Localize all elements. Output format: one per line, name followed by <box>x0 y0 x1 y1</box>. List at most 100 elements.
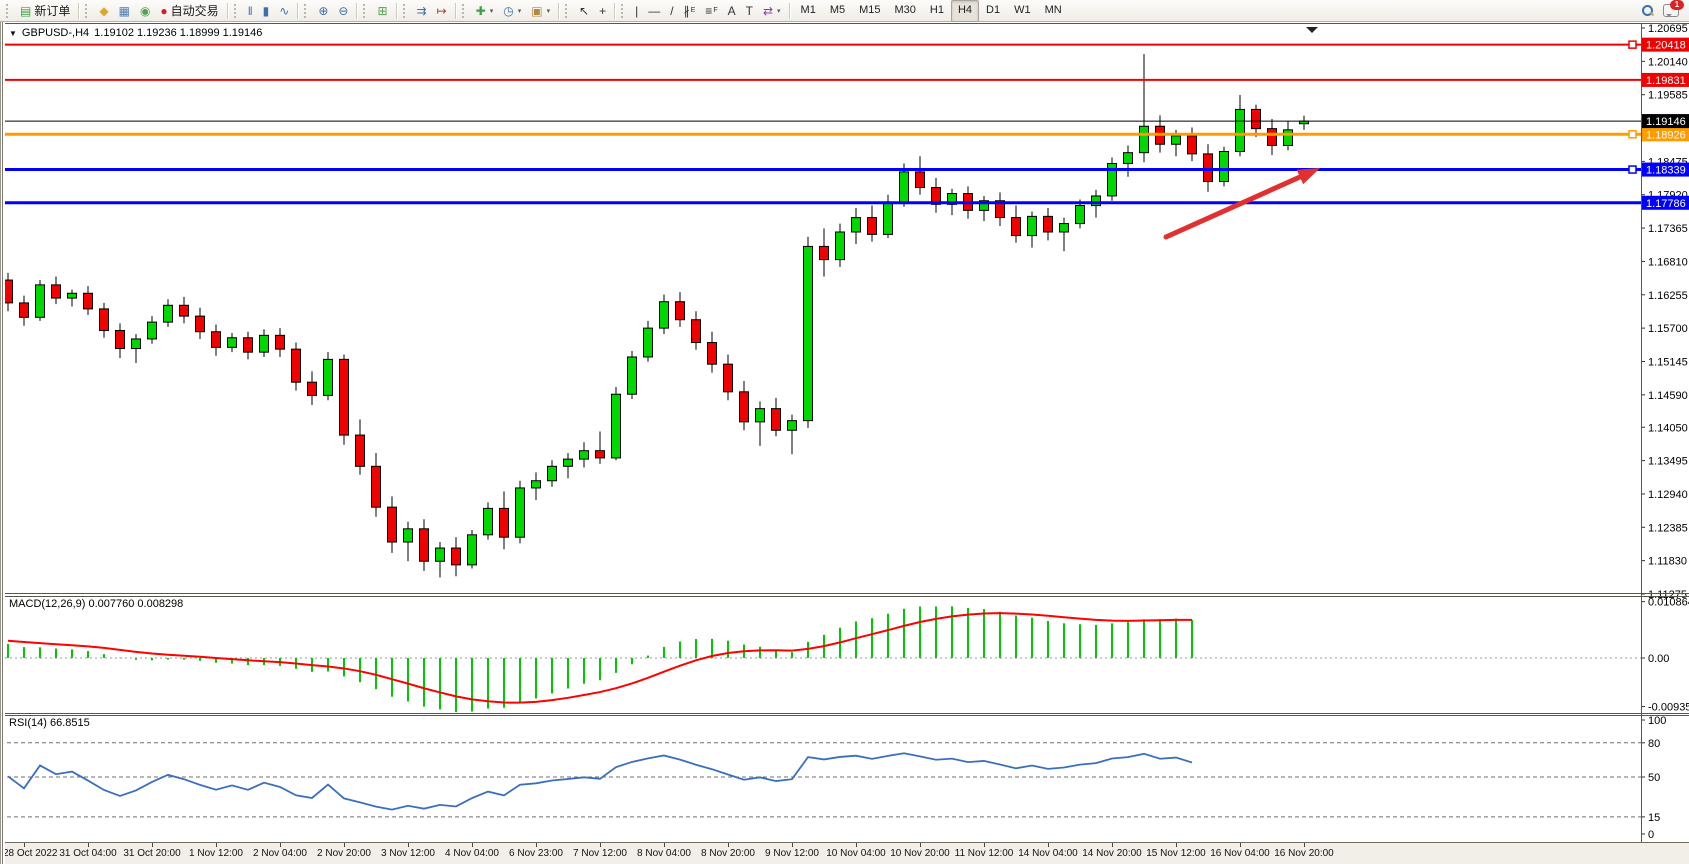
candle <box>739 391 749 423</box>
autotrading-button-label: 自动交易 <box>170 4 219 18</box>
zoom-in-button[interactable]: ⊕ <box>313 0 333 22</box>
candle <box>691 319 701 344</box>
dropdown-caret-icon[interactable]: ▾ <box>517 7 522 15</box>
crosshair-button[interactable]: + <box>594 0 611 22</box>
window-left-border <box>0 22 5 864</box>
text-button[interactable]: A <box>723 0 741 22</box>
timeframe-m30-button[interactable]: M30 <box>894 3 916 16</box>
metaeditor-button[interactable]: ◆ <box>94 0 113 22</box>
text-label-button[interactable]: T <box>741 0 758 22</box>
autotrading-button[interactable]: ● 自动交易 <box>155 0 223 22</box>
candle <box>1235 108 1245 152</box>
new-order-button[interactable]: ▤ 新订单 <box>15 0 75 22</box>
timeframe-d1-button[interactable]: D1 <box>986 3 1001 16</box>
zoom-out-button[interactable]: ⊖ <box>333 0 353 22</box>
dropdown-caret-icon[interactable]: ▾ <box>777 7 781 15</box>
candle <box>467 534 477 566</box>
svg-text:1.20418: 1.20418 <box>1646 40 1686 52</box>
dropdown-caret-icon[interactable]: ▾ <box>546 7 551 15</box>
time-axis-label: 10 Nov 20:00 <box>890 848 950 859</box>
bar-chart-icon: ‖ <box>247 3 253 18</box>
timeframe-h1-button[interactable]: H1 <box>929 3 944 16</box>
candle <box>179 304 189 317</box>
timeframe-m5-button[interactable]: M5 <box>829 3 846 16</box>
market-watch-icon: ▦ <box>118 3 130 18</box>
candle <box>67 292 77 299</box>
fibonacci-button[interactable]: ≡ F <box>700 0 722 22</box>
trend-arrow-annotation[interactable] <box>1163 168 1320 240</box>
candle <box>515 487 525 538</box>
chart-shift-icon: ↦ <box>436 3 447 18</box>
timeframe-mn-button[interactable]: MN <box>1044 3 1062 16</box>
search-icon[interactable] <box>1642 5 1653 16</box>
chart-shift-button[interactable]: ↦ <box>432 0 452 22</box>
new-order-icon: ▤ <box>20 3 32 18</box>
line-drag-handle[interactable] <box>1628 165 1637 174</box>
candle <box>35 284 45 318</box>
trendline-button[interactable]: / <box>665 0 678 22</box>
candle <box>531 480 541 489</box>
timeframe-w1-button[interactable]: W1 <box>1014 3 1031 16</box>
candle <box>979 200 989 211</box>
candle <box>307 381 317 396</box>
horizontal-line-icon: — <box>648 3 661 18</box>
candle <box>1075 205 1085 225</box>
candle <box>899 171 909 203</box>
candle <box>659 301 669 329</box>
candle <box>211 331 221 348</box>
candle <box>675 301 685 321</box>
templates-button[interactable]: ▣ ▾ <box>526 0 555 22</box>
candle <box>547 465 557 482</box>
candle <box>723 363 733 393</box>
candle <box>1187 135 1197 155</box>
candle <box>835 231 845 261</box>
dropdown-caret-icon[interactable]: ▾ <box>489 7 494 15</box>
vertical-line-button[interactable]: | <box>630 0 643 22</box>
time-axis-label: 14 Nov 20:00 <box>1082 848 1142 859</box>
line-chart-button[interactable]: ∿ <box>274 0 294 22</box>
new-chart-icon: ✚ <box>475 3 486 18</box>
candle <box>435 547 445 562</box>
timeframe-m15-button[interactable]: M15 <box>859 3 881 16</box>
rsi-axis-tick: 80 <box>1648 738 1660 750</box>
symbol-period-label: GBPUSD-,H4 <box>21 27 90 39</box>
chat-icon[interactable]: 1 <box>1663 0 1684 17</box>
timeframe-m1-button[interactable]: M1 <box>800 3 816 16</box>
navigator-button[interactable]: ◉ <box>135 0 155 22</box>
cursor-button[interactable]: ↖ <box>574 0 594 22</box>
periods-button[interactable]: ◷ ▾ <box>498 0 526 22</box>
line-price-label <box>1642 195 1689 210</box>
bar-chart-button[interactable]: ‖ <box>243 0 258 22</box>
time-axis-label: 16 Nov 20:00 <box>1274 848 1334 859</box>
price-axis-tick: 1.14050 <box>1648 422 1688 434</box>
time-axis-label: 8 Nov 20:00 <box>701 848 755 859</box>
time-axis-label: 9 Nov 12:00 <box>765 848 819 859</box>
market-watch-button[interactable]: ▦ <box>114 0 135 22</box>
tile-windows-button[interactable]: ⊞ <box>372 0 392 22</box>
candle <box>1139 125 1149 154</box>
arrows-button[interactable]: ⇄ ▾ <box>758 0 786 22</box>
macd-panel <box>0 606 1641 712</box>
time-axis-label: 6 Nov 23:00 <box>509 848 563 859</box>
auto-scroll-button[interactable]: ⇉ <box>412 0 432 22</box>
line-drag-handle[interactable] <box>1628 130 1637 139</box>
time-axis-label: 15 Nov 12:00 <box>1146 848 1206 859</box>
equidistant-channel-button[interactable]: ∦ E <box>679 0 701 22</box>
candle <box>851 217 861 233</box>
time-axis-label: 16 Nov 04:00 <box>1210 848 1270 859</box>
candle <box>419 528 429 562</box>
new-chart-button[interactable]: ✚ ▾ <box>471 0 499 22</box>
timeframe-h4-button[interactable]: H4 <box>950 0 980 22</box>
candlestick-chart-button[interactable]: ▮ <box>258 0 275 22</box>
svg-text:1.18926: 1.18926 <box>1646 129 1686 141</box>
time-axis-tick <box>600 843 601 847</box>
time-axis-tick <box>408 843 409 847</box>
line-drag-handle[interactable] <box>1628 40 1637 49</box>
one-click-trading-toggle[interactable]: ▼ <box>9 28 17 38</box>
horizontal-line-button[interactable]: — <box>643 0 665 22</box>
cursor-icon: ↖ <box>579 3 590 18</box>
candlestick-chart-icon: ▮ <box>262 3 270 18</box>
chart-shift-marker[interactable] <box>1306 27 1318 33</box>
candle <box>1059 223 1069 233</box>
